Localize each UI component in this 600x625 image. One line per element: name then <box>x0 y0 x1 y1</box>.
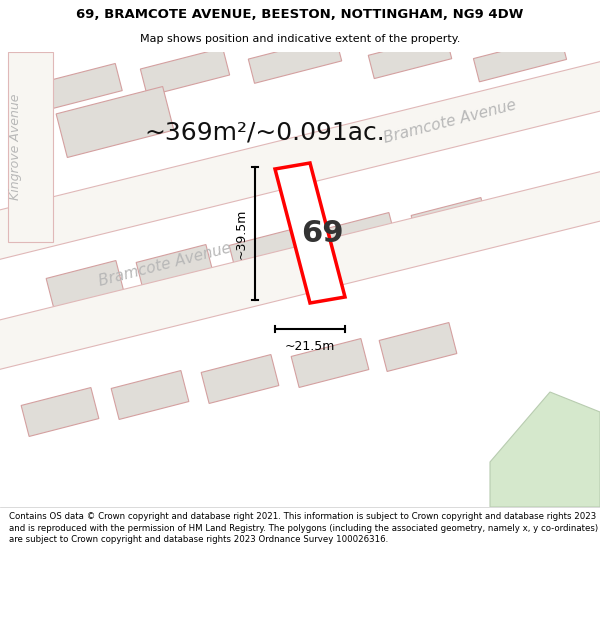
Polygon shape <box>46 261 124 309</box>
Text: 69, BRAMCOTE AVENUE, BEESTON, NOTTINGHAM, NG9 4DW: 69, BRAMCOTE AVENUE, BEESTON, NOTTINGHAM… <box>76 8 524 21</box>
Polygon shape <box>368 36 452 79</box>
Polygon shape <box>248 37 341 83</box>
Polygon shape <box>229 228 307 276</box>
Polygon shape <box>56 86 174 158</box>
Polygon shape <box>38 64 122 111</box>
Polygon shape <box>21 388 99 436</box>
Polygon shape <box>319 213 397 261</box>
Polygon shape <box>501 182 579 231</box>
Text: ~21.5m: ~21.5m <box>285 341 335 354</box>
Polygon shape <box>136 244 214 294</box>
Text: 69: 69 <box>301 219 343 248</box>
Polygon shape <box>7 52 53 242</box>
Polygon shape <box>379 322 457 371</box>
Text: Map shows position and indicative extent of the property.: Map shows position and indicative extent… <box>140 34 460 44</box>
Polygon shape <box>490 392 600 507</box>
Text: Contains OS data © Crown copyright and database right 2021. This information is : Contains OS data © Crown copyright and d… <box>9 512 598 544</box>
Polygon shape <box>473 36 566 82</box>
Text: Bramcote Avenue: Bramcote Avenue <box>382 98 518 146</box>
Text: ~39.5m: ~39.5m <box>235 208 248 259</box>
Polygon shape <box>111 371 189 419</box>
Polygon shape <box>140 48 230 96</box>
Polygon shape <box>0 56 600 265</box>
Text: ~369m²/~0.091ac.: ~369m²/~0.091ac. <box>145 120 385 144</box>
Polygon shape <box>201 354 279 404</box>
Polygon shape <box>411 198 489 246</box>
Text: Bramcote Avenue: Bramcote Avenue <box>97 241 233 289</box>
Text: Kingrove Avenue: Kingrove Avenue <box>10 94 23 200</box>
Polygon shape <box>0 166 600 375</box>
Polygon shape <box>275 163 345 303</box>
Polygon shape <box>291 339 369 388</box>
